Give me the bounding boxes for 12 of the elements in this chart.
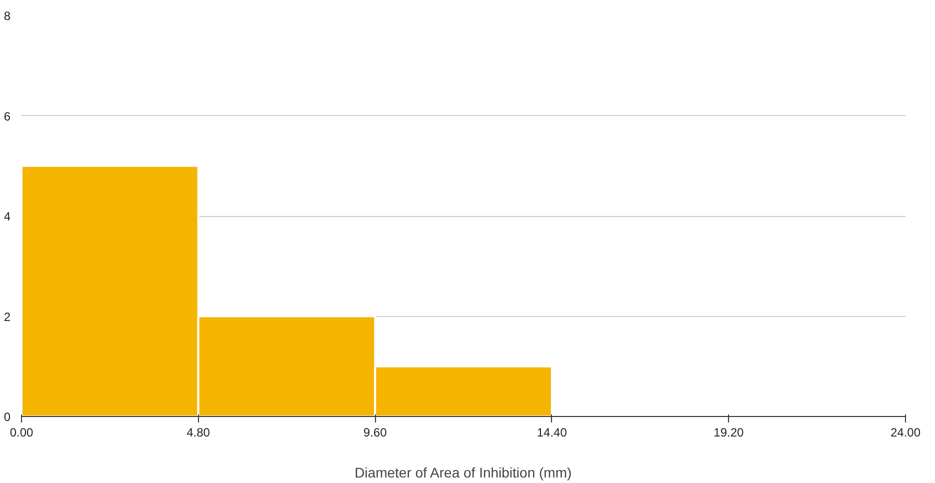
x-tick-label: 19.20 [714, 426, 744, 440]
y-tick-label: 8 [4, 9, 11, 23]
x-tick-label: 0.00 [10, 426, 34, 440]
y-tick-label: 2 [4, 310, 11, 324]
x-tick-label: 9.60 [363, 426, 388, 440]
y-tick-label: 4 [4, 210, 11, 224]
y-tick-label: 0 [4, 410, 11, 424]
x-axis-title: Diameter of Area of Inhibition (mm) [354, 464, 572, 480]
x-tick-label: 24.00 [890, 426, 921, 440]
y-tick-label: 6 [4, 109, 11, 124]
x-tick-label: 4.80 [186, 426, 210, 440]
x-tick-label: 14.40 [536, 426, 568, 440]
